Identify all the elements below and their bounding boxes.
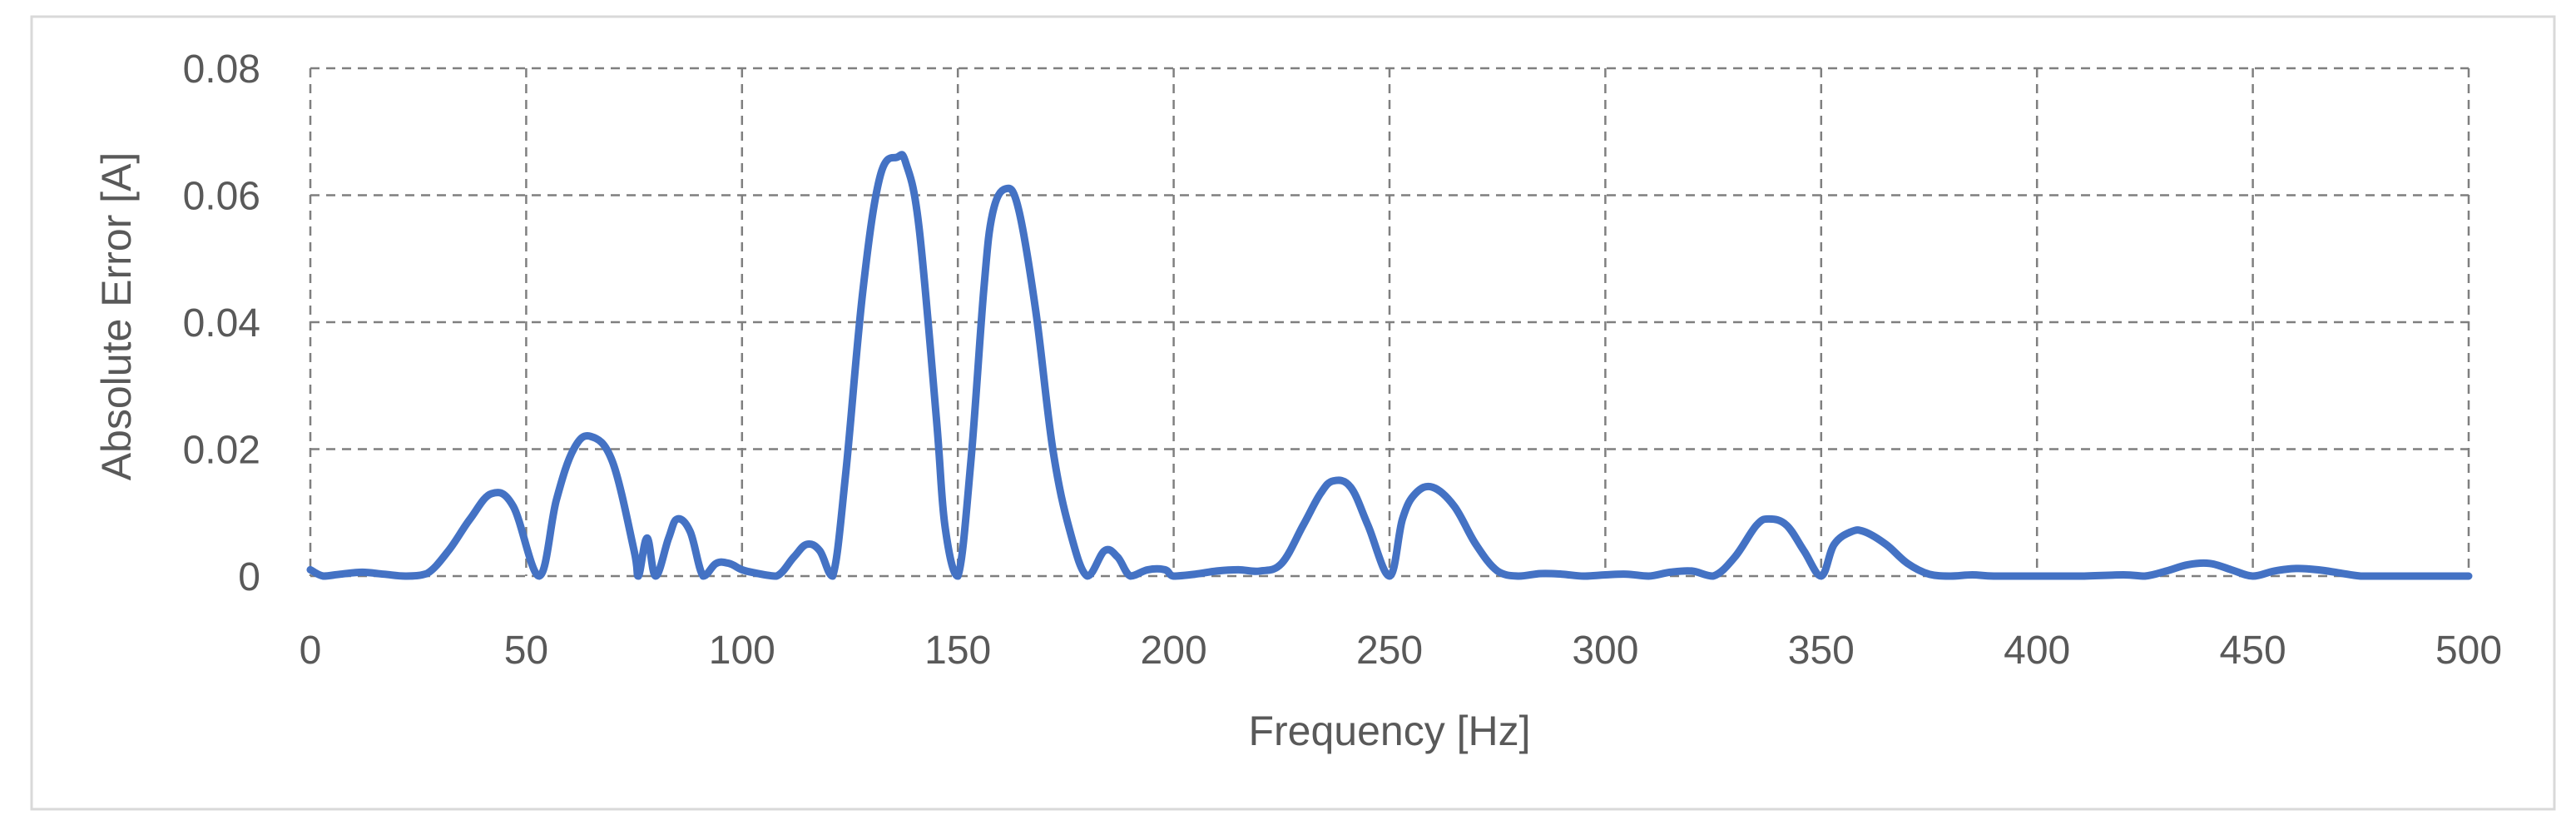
x-tick-label: 500 bbox=[2435, 629, 2502, 673]
y-tick-label: 0.08 bbox=[183, 47, 260, 92]
x-tick-label: 200 bbox=[1141, 629, 1207, 673]
y-tick-label: 0 bbox=[238, 555, 260, 599]
x-tick-label: 400 bbox=[2004, 629, 2070, 673]
x-axis-title: Frequency [Hz] bbox=[1248, 708, 1530, 754]
chart-border bbox=[30, 15, 2556, 811]
x-tick-label: 350 bbox=[1788, 629, 1855, 673]
x-tick-label: 100 bbox=[709, 629, 775, 673]
y-tick-label: 0.04 bbox=[183, 301, 260, 345]
x-tick-label: 0 bbox=[300, 629, 322, 673]
y-tick-label: 0.02 bbox=[183, 429, 260, 473]
x-tick-label: 300 bbox=[1572, 629, 1638, 673]
y-tick-labels: 0 0.02 0.04 0.06 0.08 bbox=[183, 47, 260, 599]
series-line bbox=[306, 151, 2473, 580]
x-tick-label: 250 bbox=[1356, 629, 1423, 673]
y-axis-title: Absolute Error [A] bbox=[93, 152, 140, 481]
x-tick-label: 50 bbox=[504, 629, 548, 673]
x-tick-labels: 0 50 100 150 200 250 300 350 400 450 500 bbox=[300, 629, 2502, 673]
y-tick-label: 0.06 bbox=[183, 175, 260, 219]
x-tick-label: 150 bbox=[924, 629, 991, 673]
x-tick-label: 450 bbox=[2220, 629, 2286, 673]
